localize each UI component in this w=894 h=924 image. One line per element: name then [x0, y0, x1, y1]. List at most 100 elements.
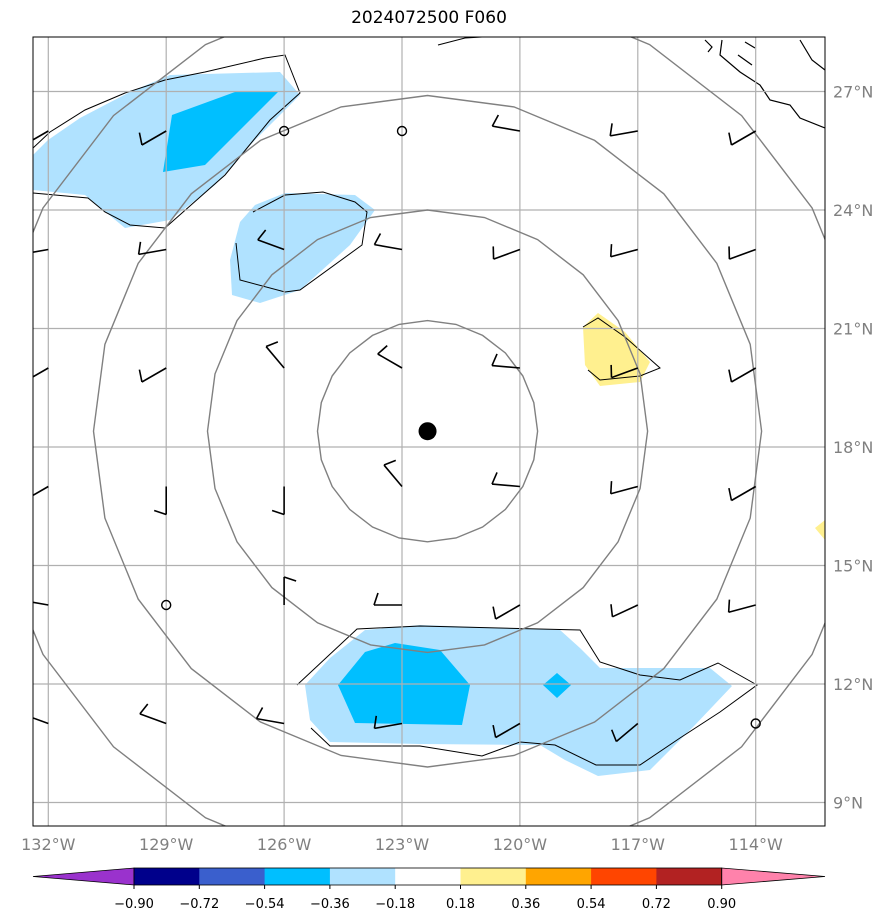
- colorbar-tick-label: 0.36: [511, 897, 540, 912]
- colorbar-bin: [395, 868, 461, 885]
- lon-tick-label: 123°W: [375, 835, 430, 854]
- colorbar-tick-label: 0.54: [577, 897, 606, 912]
- wind-barb: [491, 353, 520, 369]
- colorbar-tick-label: −0.18: [375, 897, 415, 912]
- wind-barb: [265, 341, 285, 369]
- lat-tick-label: 15°N: [833, 557, 873, 576]
- wind-barb: [491, 472, 520, 488]
- graticule: [33, 37, 825, 826]
- colorbar-tick-label: −0.72: [179, 897, 219, 912]
- wind-barb-layer: [33, 114, 757, 743]
- wind-barb: [727, 599, 756, 614]
- lon-tick-label: 129°W: [139, 835, 194, 854]
- wind-barb: [255, 707, 285, 725]
- wind-barb: [377, 345, 403, 369]
- colorbar-bin: [329, 868, 396, 885]
- contour-line: [33, 54, 301, 229]
- wind-barb: [728, 246, 756, 260]
- colorbar-bin: [134, 868, 200, 885]
- lat-tick-label: 9°N: [833, 794, 863, 813]
- map-title: 2024072500 F060: [351, 8, 507, 28]
- contour-line: [296, 625, 758, 766]
- range-ring: [92, 94, 763, 768]
- colorbar-bin: [525, 868, 592, 885]
- wind-barb: [257, 229, 285, 251]
- wind-barb: [33, 717, 49, 725]
- coastline: [704, 39, 825, 129]
- range-rings: [33, 37, 825, 826]
- contour-line: [437, 37, 483, 46]
- wind-barb: [609, 244, 639, 258]
- wind-barb: [283, 576, 297, 605]
- lat-tick-label: 21°N: [833, 320, 873, 339]
- anomaly-region-north-light: [230, 193, 375, 303]
- colorbar-tick-label: −0.90: [114, 897, 154, 912]
- calm-wind-marker: [396, 125, 408, 137]
- colorbar-tick-label: 0.72: [642, 897, 671, 912]
- colorbar-over-arrow: [721, 867, 826, 886]
- wind-barb: [610, 604, 639, 618]
- lat-tick-label: 12°N: [833, 675, 873, 694]
- wind-barb: [33, 248, 49, 254]
- longitude-labels: 132°W 129°W 126°W 123°W 120°W 117°W 114°W: [21, 835, 783, 854]
- colorbar-tick-label: −0.36: [310, 897, 350, 912]
- colorbar-tick-labels: −0.90 −0.72 −0.54 −0.36 −0.18 0.18 0.36 0.54 0.7…: [114, 885, 736, 912]
- colorbar-bin: [591, 868, 657, 885]
- storm-center-marker: [418, 422, 437, 441]
- colorbar-tick-label: 0.90: [707, 897, 736, 912]
- wind-barb: [33, 485, 49, 497]
- wind-barb: [138, 130, 167, 146]
- lon-tick-label: 132°W: [21, 835, 76, 854]
- wind-barb: [33, 601, 49, 606]
- wind-barb: [728, 367, 757, 383]
- map-frame: [32, 36, 826, 827]
- wind-barb: [138, 367, 167, 383]
- wind-barb: [492, 722, 521, 739]
- wind-barb: [137, 241, 167, 256]
- lon-tick-label: 117°W: [611, 835, 666, 854]
- colorbar-bin: [656, 868, 723, 885]
- wind-barb: [609, 123, 638, 137]
- colorbar-bin: [460, 868, 527, 885]
- anomaly-region-nw-core: [163, 92, 278, 172]
- range-ring: [316, 319, 539, 543]
- colorbar-under-arrow: [32, 867, 135, 886]
- contour-line: [582, 317, 661, 381]
- wind-barb: [728, 485, 757, 502]
- calm-wind-marker: [278, 125, 290, 137]
- calm-wind-marker: [160, 599, 172, 611]
- colorbar-tick-label: −0.54: [245, 897, 285, 912]
- lat-tick-label: 24°N: [833, 201, 873, 220]
- lon-tick-label: 114°W: [729, 835, 784, 854]
- range-ring: [33, 37, 825, 826]
- wind-barb: [492, 246, 521, 260]
- wind-barb: [492, 604, 521, 620]
- lon-tick-label: 120°W: [493, 835, 548, 854]
- colorbar-outline: [133, 867, 723, 886]
- colorbar-bin: [199, 868, 266, 885]
- wind-barb: [609, 481, 639, 495]
- wind-barb: [728, 130, 757, 146]
- lat-tick-label: 27°N: [833, 83, 873, 102]
- lat-tick-label: 18°N: [833, 438, 873, 457]
- wind-barb: [383, 459, 403, 488]
- colorbar: [32, 867, 826, 886]
- calm-marker-layer: [160, 125, 761, 729]
- lon-tick-label: 126°W: [257, 835, 312, 854]
- anomaly-region-south-core-small: [543, 673, 571, 698]
- anomaly-region-positive-edge: [815, 520, 825, 540]
- latitude-labels: 9°N 12°N 15°N 18°N 21°N 24°N 27°N: [833, 83, 873, 813]
- wind-barb: [610, 364, 639, 379]
- wind-barb: [610, 722, 639, 743]
- wind-barb: [271, 486, 285, 516]
- wind-barb: [373, 715, 403, 730]
- wind-barb: [373, 233, 403, 251]
- wind-barb: [491, 114, 521, 132]
- wind-barb: [139, 703, 167, 725]
- wind-barb: [373, 592, 402, 606]
- anomaly-fill-layer: [33, 72, 825, 776]
- wind-barb: [153, 486, 167, 516]
- calm-wind-marker: [750, 718, 761, 729]
- wind-barb: [33, 130, 49, 141]
